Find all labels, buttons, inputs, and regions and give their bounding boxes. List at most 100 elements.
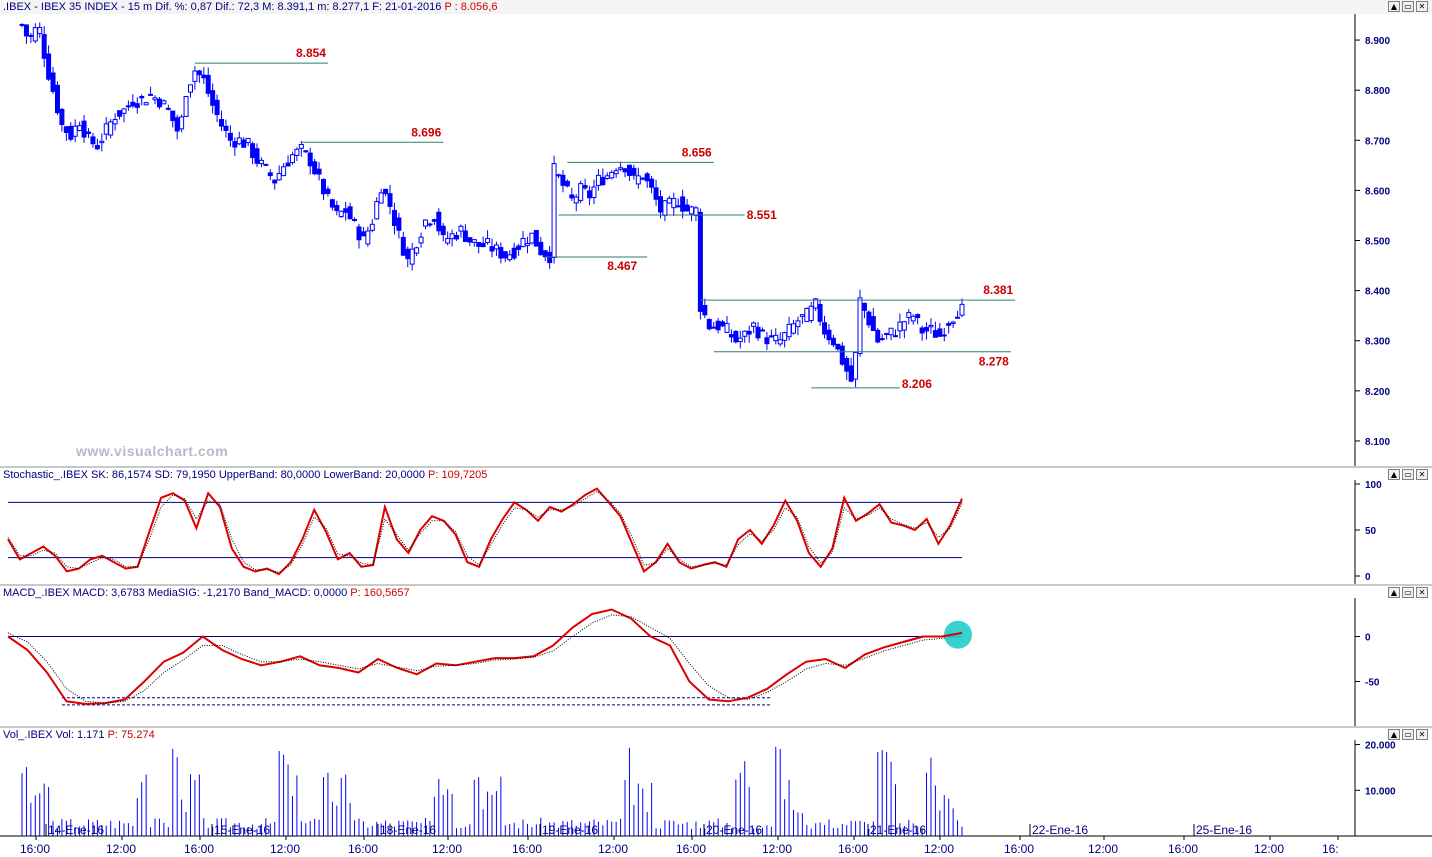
macd-panel[interactable]: MACD_.IBEX MACD: 3,6783 MediaSIG: -1,217… <box>0 586 1432 726</box>
candle-body <box>205 74 211 94</box>
volume-panel[interactable]: Vol_.IBEX Vol: 1.171 P: 75.274 ▲ ▭ ✕ 20.… <box>0 728 1432 857</box>
candle-body <box>795 320 801 328</box>
candle-body <box>542 250 548 258</box>
stochastic-chart[interactable]: 100 50 0 <box>0 468 1432 584</box>
candle-body <box>857 297 863 355</box>
time-label: 16:00 <box>512 842 542 856</box>
macd-chart[interactable]: 0 -50 <box>0 586 1432 726</box>
candle-body <box>529 232 535 244</box>
level-label: 8.854 <box>296 46 326 60</box>
macd-header-red: P: 160,5657 <box>350 587 410 599</box>
macd-highlight-circle <box>944 620 972 649</box>
close-button[interactable]: ✕ <box>1416 587 1428 598</box>
volume-header-text: Vol_.IBEX Vol: 1.171 <box>3 729 105 741</box>
candle-body <box>307 152 313 167</box>
candle-body <box>77 125 83 132</box>
stoch-tick-label: 0 <box>1365 572 1371 583</box>
candle-body <box>666 197 672 204</box>
macd-line <box>7 608 963 706</box>
time-label: 12:00 <box>270 842 300 856</box>
candle-body <box>254 148 260 164</box>
candle-body <box>405 248 411 260</box>
candle-body <box>493 244 499 250</box>
time-label: 16:00 <box>676 842 706 856</box>
candle-body <box>693 207 699 216</box>
candle-body <box>578 183 584 201</box>
scroll-up-button[interactable]: ▲ <box>1388 587 1400 598</box>
candle-body <box>449 233 455 240</box>
close-button[interactable]: ✕ <box>1416 729 1428 740</box>
candle-body <box>112 119 118 125</box>
date-label: 20-Ene-16 <box>706 823 762 837</box>
candle-body <box>94 144 100 150</box>
candle-body <box>81 120 87 138</box>
candle-body <box>440 225 446 236</box>
level-label: 8.551 <box>747 208 777 222</box>
candle-body <box>294 148 300 156</box>
maximize-button[interactable]: ▭ <box>1402 587 1414 598</box>
candle-body <box>746 330 752 335</box>
candle-body <box>879 338 885 341</box>
price-chart[interactable]: 8.900 8.800 8.700 8.600 8.500 8.400 8.300 8.200… <box>0 0 1432 466</box>
candle-body <box>37 26 43 34</box>
scroll-up-button[interactable]: ▲ <box>1388 1 1400 12</box>
panel-separator[interactable] <box>0 726 1432 728</box>
close-button[interactable]: ✕ <box>1416 1 1428 12</box>
candle-body <box>312 161 318 175</box>
price-tick-label: 8.800 <box>1365 86 1390 97</box>
price-window-buttons: ▲ ▭ ✕ <box>1388 1 1428 13</box>
candle-body <box>121 108 127 114</box>
candle-body <box>285 162 291 167</box>
panel-separator[interactable] <box>0 466 1432 468</box>
candle-body <box>924 326 930 332</box>
scroll-up-button[interactable]: ▲ <box>1388 469 1400 480</box>
date-label: 18-Ene-16 <box>380 823 436 837</box>
candle-body <box>462 230 468 242</box>
stoch-sd-line <box>7 490 963 573</box>
candle-body <box>826 329 832 341</box>
candle-body <box>644 173 650 182</box>
candle-body <box>152 97 158 101</box>
maximize-button[interactable]: ▭ <box>1402 469 1414 480</box>
panel-separator[interactable] <box>0 584 1432 586</box>
candle-body <box>436 211 442 232</box>
time-label: 12:00 <box>598 842 628 856</box>
macd-signal-line <box>7 614 963 704</box>
stoch-sk-line <box>7 487 963 576</box>
candle-body <box>476 242 482 247</box>
candle-body <box>835 343 841 350</box>
candle-body <box>219 118 225 127</box>
candle-body <box>724 323 730 333</box>
candle-body <box>352 219 358 222</box>
stochastic-panel[interactable]: Stochastic_.IBEX SK: 86,1574 SD: 79,1950… <box>0 468 1432 584</box>
candle-body <box>134 103 140 108</box>
candle-body <box>422 219 428 227</box>
candle-body <box>391 209 397 226</box>
candle-body <box>329 199 335 208</box>
candle-body <box>702 304 708 316</box>
maximize-button[interactable]: ▭ <box>1402 1 1414 12</box>
candle-body <box>316 168 322 175</box>
candle-body <box>502 251 508 259</box>
candle-body <box>396 217 402 231</box>
price-panel-header: .IBEX - IBEX 35 INDEX - 15 m Dif. %: 0,8… <box>0 0 1432 14</box>
candle-body <box>334 204 340 212</box>
level-label: 8.467 <box>607 259 637 273</box>
price-panel[interactable]: .IBEX - IBEX 35 INDEX - 15 m Dif. %: 0,8… <box>0 0 1432 466</box>
candle-body <box>675 205 681 208</box>
scroll-up-button[interactable]: ▲ <box>1388 729 1400 740</box>
candle-body <box>560 174 566 186</box>
candle-body <box>901 321 907 331</box>
close-button[interactable]: ✕ <box>1416 469 1428 480</box>
candle-body <box>941 334 947 337</box>
maximize-button[interactable]: ▭ <box>1402 729 1414 740</box>
candle-body <box>409 248 415 265</box>
candle-body <box>839 345 845 365</box>
candle-body <box>174 117 180 132</box>
volume-header-red: P: 75.274 <box>107 729 155 741</box>
candle-body <box>485 238 491 244</box>
candle-body <box>227 132 233 141</box>
candle-body <box>50 72 56 92</box>
candle-body <box>689 206 695 215</box>
